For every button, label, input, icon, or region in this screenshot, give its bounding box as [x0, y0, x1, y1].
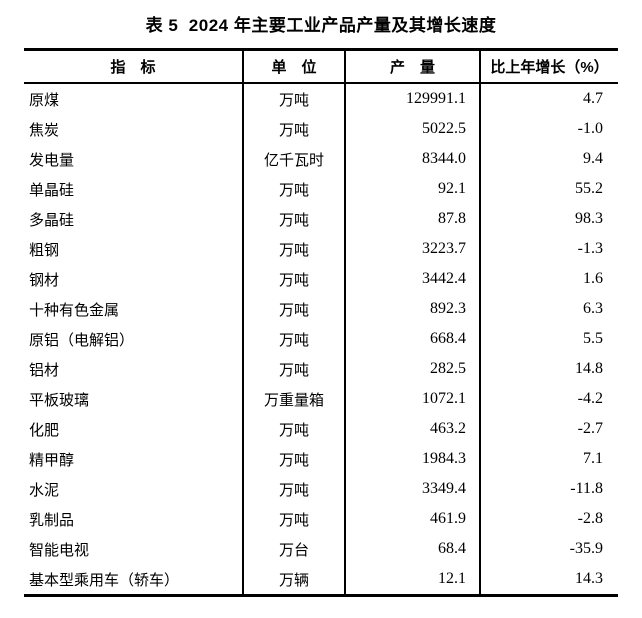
- indicator-cell: 基本型乘用车（轿车）: [24, 564, 244, 596]
- table-row: 钢材 万吨 3442.4 1.6: [24, 264, 618, 294]
- indicator-cell: 化肥: [24, 414, 244, 444]
- unit-cell: 万吨: [243, 264, 346, 294]
- table-title: 表 5 2024 年主要工业产品产量及其增长速度: [145, 16, 497, 35]
- table-row: 化肥 万吨 463.2 -2.7: [24, 414, 618, 444]
- output-cell: 129991.1: [345, 83, 481, 114]
- indicator-cell: 单晶硅: [24, 174, 244, 204]
- output-cell: 92.1: [345, 174, 481, 204]
- table-row: 原铝（电解铝） 万吨 668.4 5.5: [24, 324, 618, 354]
- indicator-cell: 原煤: [24, 83, 244, 114]
- growth-cell: 1.6: [583, 270, 603, 287]
- growth-cell: 55.2: [575, 180, 603, 197]
- header-row: 指 标 单 位 产 量 比上年增长（%）: [24, 49, 618, 84]
- table-row: 原煤 万吨 129991.1 4.7: [24, 83, 618, 114]
- output-cell: 12.1: [345, 564, 481, 596]
- unit-cell: 万吨: [243, 414, 346, 444]
- indicator-cell: 平板玻璃: [24, 384, 244, 414]
- output-cell: 668.4: [345, 324, 481, 354]
- growth-cell: -1.3: [577, 240, 603, 257]
- table-row: 智能电视 万台 68.4 -35.9: [24, 534, 618, 564]
- indicator-cell: 智能电视: [24, 534, 244, 564]
- unit-cell: 万吨: [243, 504, 346, 534]
- unit-cell: 万辆: [243, 564, 346, 596]
- growth-cell: -4.2: [577, 390, 603, 407]
- unit-cell: 万重量箱: [243, 384, 346, 414]
- growth-cell: 9.4: [583, 150, 603, 167]
- unit-cell: 亿千瓦时: [243, 144, 346, 174]
- table-row: 精甲醇 万吨 1984.3 7.1: [24, 444, 618, 474]
- unit-cell: 万吨: [243, 324, 346, 354]
- unit-cell: 万吨: [243, 444, 346, 474]
- table-row: 基本型乘用车（轿车） 万辆 12.1 14.3: [24, 564, 618, 596]
- table-row: 平板玻璃 万重量箱 1072.1 -4.2: [24, 384, 618, 414]
- table-row: 焦炭 万吨 5022.5 -1.0: [24, 114, 618, 144]
- industrial-output-table: 指 标 单 位 产 量 比上年增长（%） 原煤 万吨 129991.1 4.7 …: [24, 48, 618, 597]
- unit-cell: 万吨: [243, 474, 346, 504]
- output-cell: 3442.4: [345, 264, 481, 294]
- output-cell: 3349.4: [345, 474, 481, 504]
- output-cell: 461.9: [345, 504, 481, 534]
- output-cell: 463.2: [345, 414, 481, 444]
- unit-cell: 万吨: [243, 114, 346, 144]
- indicator-cell: 精甲醇: [24, 444, 244, 474]
- growth-cell: -1.0: [577, 120, 603, 137]
- column-header-unit: 单 位: [243, 49, 346, 84]
- growth-cell: 14.8: [575, 360, 603, 377]
- output-cell: 87.8: [345, 204, 481, 234]
- growth-cell: -2.7: [577, 420, 603, 437]
- unit-cell: 万吨: [243, 294, 346, 324]
- indicator-cell: 十种有色金属: [24, 294, 244, 324]
- table-row: 水泥 万吨 3349.4 -11.8: [24, 474, 618, 504]
- growth-cell: 5.5: [583, 330, 603, 347]
- table-body: 原煤 万吨 129991.1 4.7 焦炭 万吨 5022.5 -1.0 发电量…: [24, 83, 618, 596]
- growth-cell: 14.3: [575, 570, 603, 587]
- output-cell: 1072.1: [345, 384, 481, 414]
- table-row: 多晶硅 万吨 87.8 98.3: [24, 204, 618, 234]
- output-cell: 3223.7: [345, 234, 481, 264]
- unit-cell: 万台: [243, 534, 346, 564]
- indicator-cell: 钢材: [24, 264, 244, 294]
- unit-cell: 万吨: [243, 234, 346, 264]
- output-cell: 5022.5: [345, 114, 481, 144]
- table-row: 十种有色金属 万吨 892.3 6.3: [24, 294, 618, 324]
- unit-cell: 万吨: [243, 354, 346, 384]
- indicator-cell: 发电量: [24, 144, 244, 174]
- growth-cell: 6.3: [583, 300, 603, 317]
- indicator-cell: 粗钢: [24, 234, 244, 264]
- growth-cell: 98.3: [575, 210, 603, 227]
- indicator-cell: 多晶硅: [24, 204, 244, 234]
- unit-cell: 万吨: [243, 204, 346, 234]
- indicator-cell: 焦炭: [24, 114, 244, 144]
- unit-cell: 万吨: [243, 174, 346, 204]
- indicator-cell: 铝材: [24, 354, 244, 384]
- table-header: 指 标 单 位 产 量 比上年增长（%）: [24, 49, 618, 84]
- output-cell: 282.5: [345, 354, 481, 384]
- indicator-cell: 乳制品: [24, 504, 244, 534]
- column-header-growth: 比上年增长（%）: [480, 49, 618, 84]
- output-cell: 68.4: [345, 534, 481, 564]
- table-row: 发电量 亿千瓦时 8344.0 9.4: [24, 144, 618, 174]
- indicator-cell: 水泥: [24, 474, 244, 504]
- output-cell: 1984.3: [345, 444, 481, 474]
- growth-cell: -11.8: [570, 480, 603, 497]
- growth-cell: -35.9: [569, 540, 603, 557]
- table-row: 乳制品 万吨 461.9 -2.8: [24, 504, 618, 534]
- table-row: 粗钢 万吨 3223.7 -1.3: [24, 234, 618, 264]
- column-header-output: 产 量: [345, 49, 481, 84]
- column-header-indicator: 指 标: [24, 49, 244, 84]
- unit-cell: 万吨: [243, 83, 346, 114]
- table-row: 铝材 万吨 282.5 14.8: [24, 354, 618, 384]
- table-row: 单晶硅 万吨 92.1 55.2: [24, 174, 618, 204]
- output-cell: 8344.0: [345, 144, 481, 174]
- growth-cell: -2.8: [577, 510, 603, 527]
- growth-cell: 4.7: [583, 90, 603, 107]
- growth-cell: 7.1: [583, 450, 603, 467]
- output-cell: 892.3: [345, 294, 481, 324]
- indicator-cell: 原铝（电解铝）: [24, 324, 244, 354]
